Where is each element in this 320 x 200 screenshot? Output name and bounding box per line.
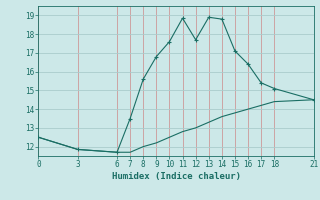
X-axis label: Humidex (Indice chaleur): Humidex (Indice chaleur)	[111, 172, 241, 181]
